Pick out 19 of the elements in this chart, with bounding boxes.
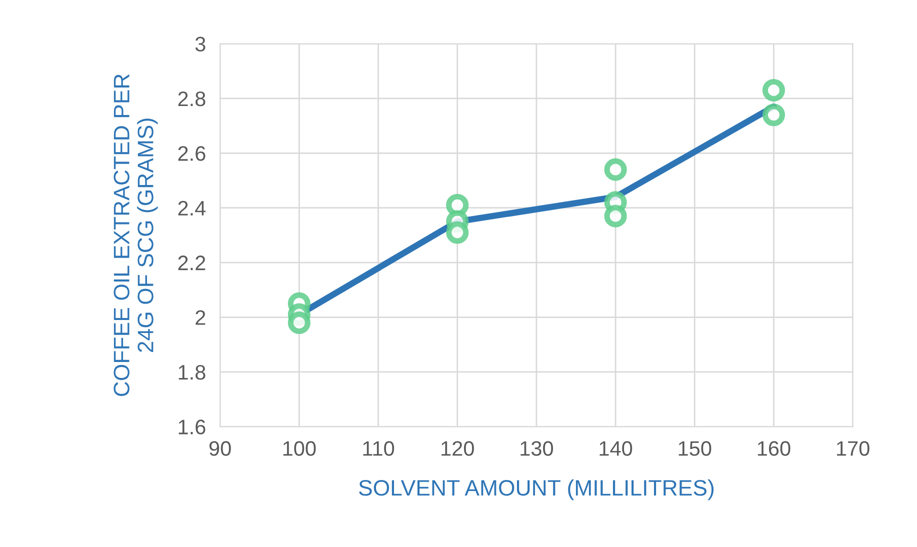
x-tick-label: 100: [283, 441, 316, 456]
x-tick-label: 120: [442, 441, 474, 456]
x-tick-label: 90: [209, 441, 231, 456]
x-tick-label: 110: [363, 441, 394, 456]
x-tick-label: 130: [520, 441, 554, 456]
y-tick-label: 1.6: [178, 420, 206, 434]
y-tick-label: 2.8: [178, 91, 206, 106]
x-tick-label: 140: [600, 441, 632, 456]
y-tick-label: 1.8: [178, 364, 206, 380]
y-tick-label: 2.2: [178, 256, 206, 270]
x-axis-title: SOLVENT AMOUNT (MILLILITRES): [359, 479, 714, 500]
y-tick-label: 2: [196, 310, 206, 325]
x-tick-label: 160: [758, 441, 790, 456]
y-tick-label: 2.4: [178, 200, 206, 216]
x-tick-label: 170: [837, 441, 870, 456]
y-tick-label: 3: [195, 36, 206, 52]
x-tick-label: 150: [678, 441, 712, 456]
y-axis-title: COFFEE OIL EXTRACTED PER 24G OF SCG (GRAMS): [114, 74, 158, 396]
y-tick-label: 2.6: [178, 146, 206, 161]
